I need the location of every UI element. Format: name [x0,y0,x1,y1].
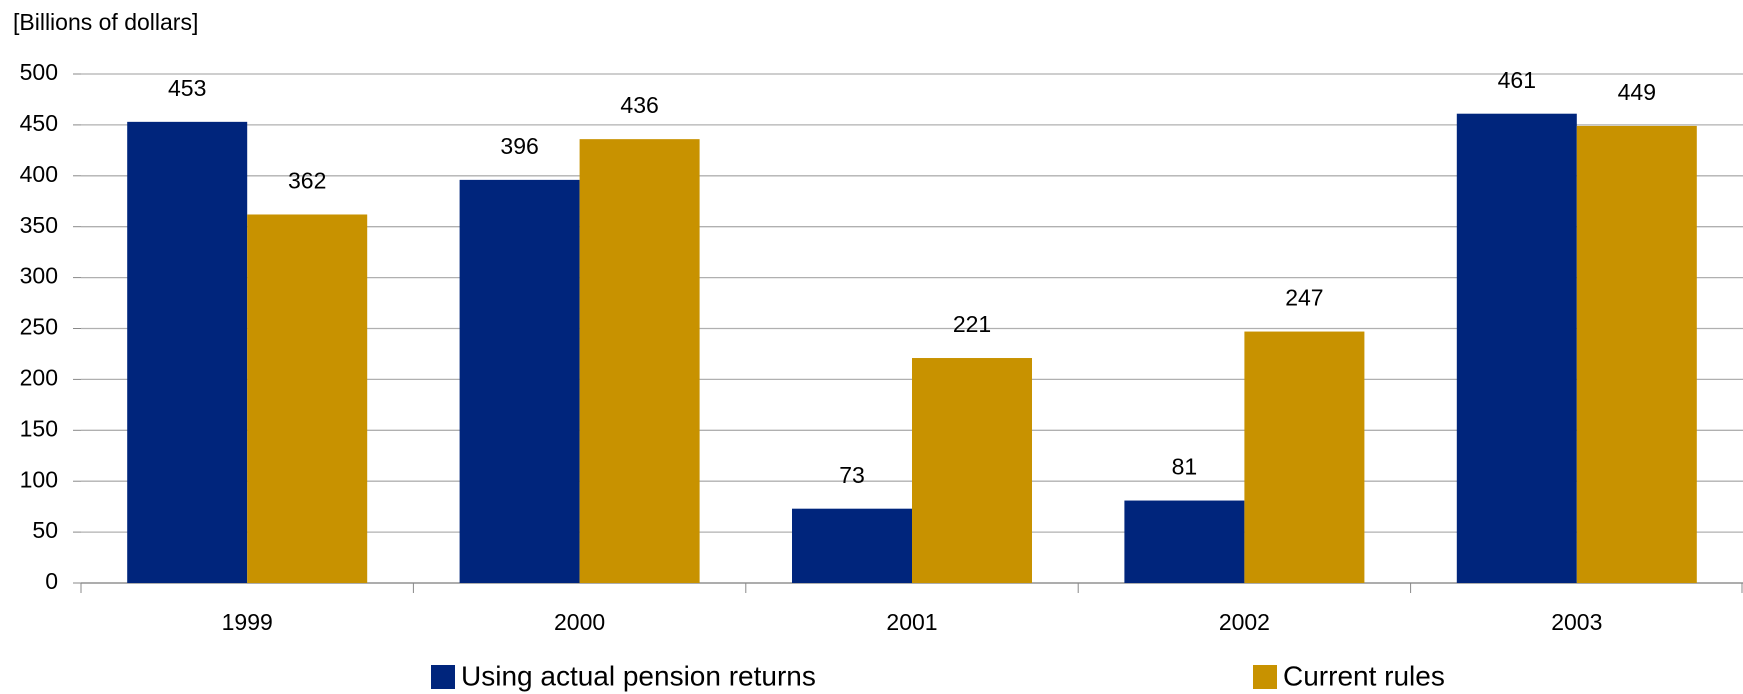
bar [247,214,368,583]
bar [792,508,912,583]
y-tick-label: 250 [20,314,58,340]
bar [1124,500,1245,583]
data-label: 73 [839,462,865,488]
x-tick-label: 2000 [554,609,605,635]
y-tick-label: 300 [20,263,58,289]
legend-swatch [431,665,455,689]
y-tick-label: 100 [20,466,58,492]
data-label: 221 [953,311,991,337]
bar [579,139,700,584]
data-label: 461 [1498,67,1536,93]
data-label: 396 [500,133,538,159]
data-label: 362 [288,168,326,194]
data-label: 81 [1172,454,1198,480]
x-tick-label: 2001 [886,609,937,635]
bar [1456,113,1577,584]
y-axis-label: [Billions of dollars] [13,9,198,35]
data-label: 449 [1618,79,1656,105]
bar [459,179,580,583]
bar [1576,125,1697,583]
legend-label: Current rules [1283,660,1445,691]
legend-label: Using actual pension returns [461,660,816,691]
y-tick-label: 150 [20,415,58,441]
x-tick-label: 2002 [1219,609,1270,635]
y-tick-label: 200 [20,364,58,390]
bar [1244,331,1365,583]
y-tick-label: 50 [32,517,58,543]
bar [912,358,1032,583]
data-label: 436 [620,92,658,118]
y-tick-label: 500 [20,59,58,85]
y-tick-label: 0 [45,568,58,594]
bar [127,121,248,583]
y-tick-label: 450 [20,110,58,136]
data-label: 247 [1285,285,1323,311]
y-tick-label: 350 [20,212,58,238]
x-tick-label: 1999 [222,609,273,635]
y-tick-label: 400 [20,161,58,187]
x-tick-label: 2003 [1551,609,1602,635]
legend-swatch [1253,665,1277,689]
data-label: 453 [168,75,206,101]
